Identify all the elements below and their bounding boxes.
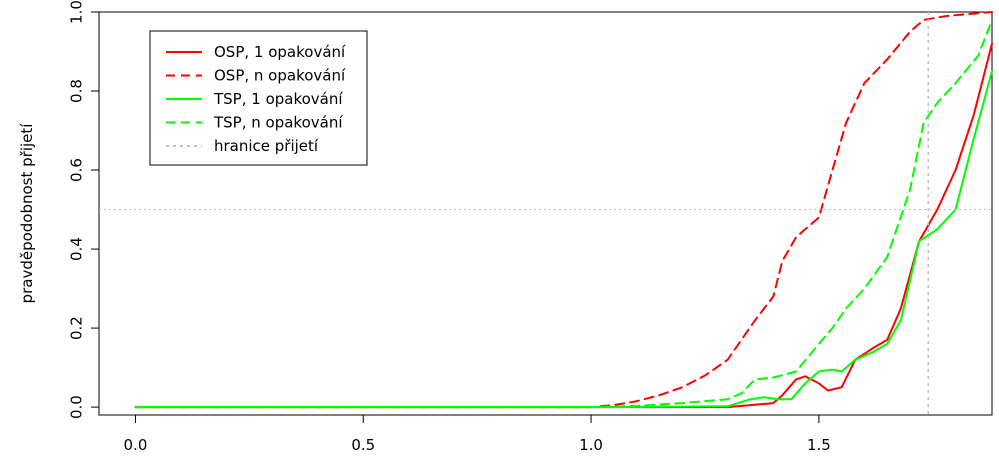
series-line-4 xyxy=(134,18,993,409)
x-tick-label: 0.5 xyxy=(351,436,375,454)
plot-frame xyxy=(98,11,993,416)
y-axis-title: pravděpodobnost přijetí xyxy=(18,123,36,304)
series-line-3 xyxy=(134,70,993,409)
x-tick-label: 1.0 xyxy=(579,436,603,454)
y-tick-label: 0.6 xyxy=(68,158,86,182)
y-tick-label: 1.0 xyxy=(68,0,86,24)
legend-label: hranice přijetí xyxy=(214,137,319,155)
series-line-2 xyxy=(134,11,993,409)
x-tick-label: 0.0 xyxy=(124,436,148,454)
x-tick-label: 1.5 xyxy=(807,436,831,454)
y-tick-label: 0.0 xyxy=(68,395,86,419)
y-tick-label: 0.4 xyxy=(68,237,86,261)
legend-label: OSP, n opakování xyxy=(214,67,346,85)
legend-label: TSP, 1 opakování xyxy=(213,90,343,108)
legend-label: TSP, n opakování xyxy=(213,114,343,132)
series-line-1 xyxy=(134,42,993,409)
y-tick-label: 0.8 xyxy=(68,79,86,103)
legend-label: OSP, 1 opakování xyxy=(214,43,346,61)
y-tick-label: 0.2 xyxy=(68,316,86,340)
